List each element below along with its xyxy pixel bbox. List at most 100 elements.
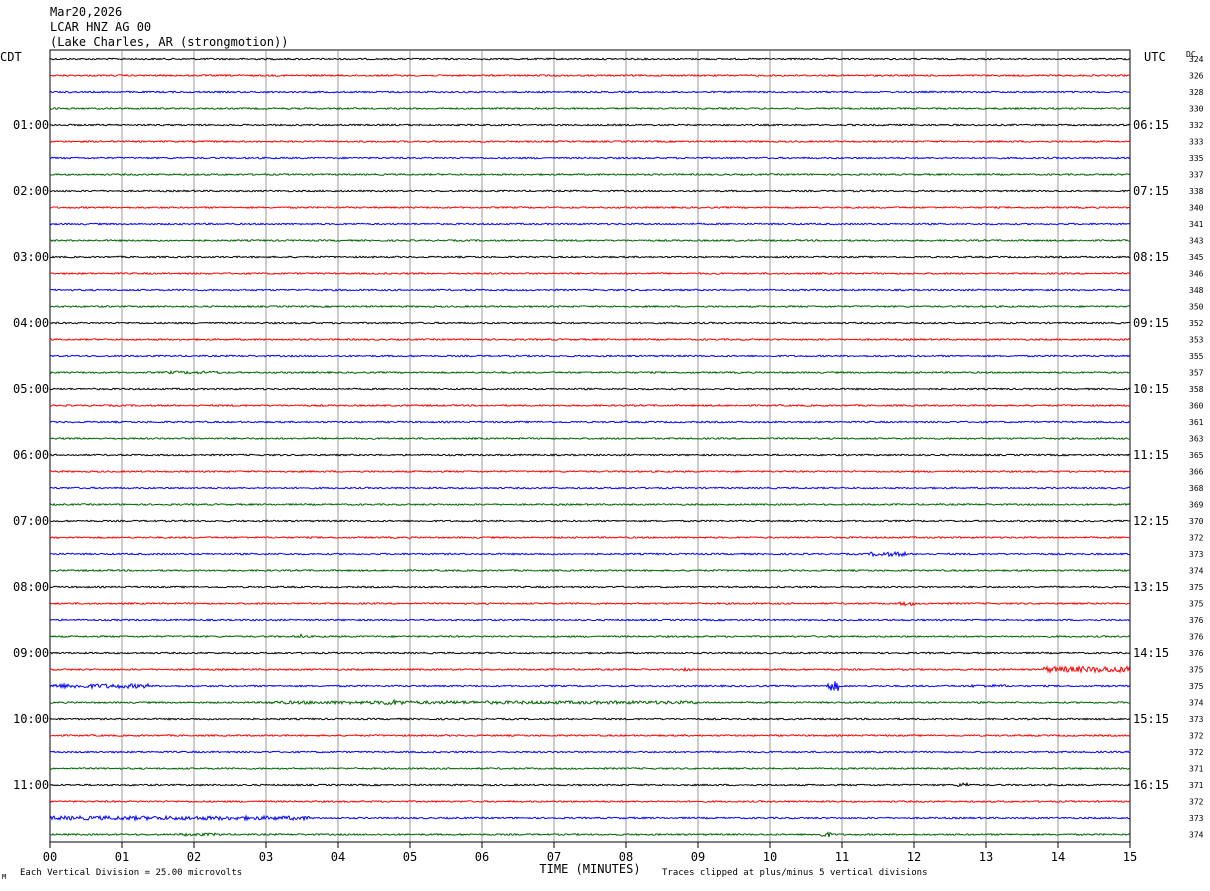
dc-offset-label: 345: [1189, 253, 1204, 262]
scale-note: Each Vertical Division = 25.00 microvolt…: [20, 868, 242, 878]
trace-22-blue: [49, 420, 1131, 424]
dc-offset-label: 374: [1189, 699, 1204, 708]
header-date: Mar20,2026: [50, 5, 122, 19]
trace-33-red: [49, 600, 1131, 607]
dc-offset-label: 363: [1189, 435, 1204, 444]
trace-16-black: [49, 321, 1131, 325]
dc-offset-labels: 324 326 328 330 332 333 335 337 338 340 341 343 345 3…: [1189, 55, 1204, 840]
right-hour-label: 13:15: [1133, 580, 1169, 594]
left-hour-label: 09:00: [13, 646, 49, 660]
trace-42-blue: [49, 750, 1131, 754]
right-timezone-label: UTC: [1144, 50, 1166, 64]
left-hour-label: 01:00: [13, 118, 49, 132]
dc-offset-label: 346: [1189, 270, 1204, 279]
clip-note: Traces clipped at plus/minus 5 vertical …: [662, 868, 928, 878]
trace-21-red: [49, 403, 1131, 408]
seismic-traces: [49, 57, 1131, 838]
trace-39-green: [49, 698, 1131, 706]
trace-8-black: [49, 189, 1131, 193]
x-tick-label: 03: [259, 850, 273, 864]
trace-30-blue: [49, 550, 1131, 558]
trace-9-red: [49, 205, 1131, 210]
trace-25-red: [49, 469, 1131, 474]
header-station: LCAR HNZ AG 00: [50, 20, 151, 34]
dc-offset-label: 343: [1189, 237, 1204, 246]
trace-14-blue: [49, 288, 1131, 292]
trace-3-green: [49, 106, 1131, 111]
header-location: (Lake Charles, AR (strongmotion)): [50, 35, 288, 49]
trace-28-black: [49, 519, 1131, 523]
dc-offset-label: 373: [1189, 550, 1204, 559]
x-axis-title: TIME (MINUTES): [539, 862, 640, 876]
left-hour-label: 07:00: [13, 514, 49, 528]
dc-offset-label: 348: [1189, 286, 1204, 295]
trace-12-black: [49, 255, 1131, 259]
dc-offset-label: 371: [1189, 765, 1204, 774]
right-hour-label: 09:15: [1133, 316, 1169, 330]
dc-offset-label: 375: [1189, 666, 1204, 675]
left-hour-label: 08:00: [13, 580, 49, 594]
dc-offset-label: 338: [1189, 187, 1204, 196]
dc-offset-label: 350: [1189, 303, 1204, 312]
x-tick-label: 13: [979, 850, 993, 864]
dc-offset-label: 353: [1189, 336, 1204, 345]
x-tick-label: 09: [691, 850, 705, 864]
trace-15-green: [49, 304, 1131, 309]
x-tick-label: 08: [619, 850, 633, 864]
dc-offset-label: 371: [1189, 781, 1204, 790]
minute-gridlines: [121, 50, 1059, 842]
trace-27-green: [49, 502, 1131, 507]
left-hour-label: 04:00: [13, 316, 49, 330]
trace-36-black: [49, 651, 1131, 655]
dc-offset-label: 374: [1189, 567, 1204, 576]
trace-7-green: [49, 172, 1131, 177]
dc-offset-label: 369: [1189, 501, 1204, 510]
left-hour-labels: 01:00 02:00 03:00 04:00 05:00 06:00 07:00 08:00…: [13, 118, 49, 792]
x-tick-label: 10: [763, 850, 777, 864]
trace-44-black: [49, 781, 1131, 788]
dc-offset-label: 372: [1189, 534, 1204, 543]
dc-offset-label: 332: [1189, 121, 1204, 130]
right-hour-label: 08:15: [1133, 250, 1169, 264]
dc-offset-label: 373: [1189, 715, 1204, 724]
x-tick-label: 01: [115, 850, 129, 864]
x-tick-label: 00: [43, 850, 57, 864]
x-tick-label: 05: [403, 850, 417, 864]
trace-26-blue: [49, 486, 1131, 490]
trace-34-blue: [49, 618, 1131, 622]
dc-offset-label: 365: [1189, 451, 1204, 460]
right-hour-label: 11:15: [1133, 448, 1169, 462]
right-hour-label: 06:15: [1133, 118, 1169, 132]
dc-offset-label: 372: [1189, 748, 1204, 757]
left-hour-label: 06:00: [13, 448, 49, 462]
right-hour-label: 14:15: [1133, 646, 1169, 660]
x-tick-label: 02: [187, 850, 201, 864]
right-hour-label: 10:15: [1133, 382, 1169, 396]
dc-offset-label: 366: [1189, 468, 1204, 477]
right-hour-label: 16:15: [1133, 778, 1169, 792]
trace-37-red: [49, 665, 1131, 675]
dc-offset-label: 361: [1189, 418, 1204, 427]
trace-19-green: [49, 369, 1131, 375]
dc-offset-label: 358: [1189, 385, 1204, 394]
dc-offset-label: 376: [1189, 616, 1204, 625]
right-hour-label: 07:15: [1133, 184, 1169, 198]
trace-41-red: [49, 733, 1131, 738]
dc-offset-label: 337: [1189, 171, 1204, 180]
dc-offset-label: 341: [1189, 220, 1204, 229]
dc-offset-label: 333: [1189, 138, 1204, 147]
trace-1-red: [49, 73, 1131, 78]
trace-11-green: [49, 238, 1131, 243]
dc-offset-label: 376: [1189, 649, 1204, 658]
trace-46-blue: [49, 814, 1131, 822]
right-hour-labels: 06:15 07:15 08:15 09:15 10:15 11:15 12:15 13:15…: [1133, 118, 1169, 792]
x-tick-label: 04: [331, 850, 345, 864]
trace-4-black: [49, 123, 1131, 127]
x-tick-label: 14: [1051, 850, 1065, 864]
trace-23-green: [49, 436, 1131, 441]
trace-31-green: [49, 568, 1131, 573]
x-axis-ticks: 00 01 02 03 04 05 06 07 08 09 10 11 12 13 14 15: [43, 842, 1137, 864]
x-tick-label: 11: [835, 850, 849, 864]
x-tick-label: 12: [907, 850, 921, 864]
